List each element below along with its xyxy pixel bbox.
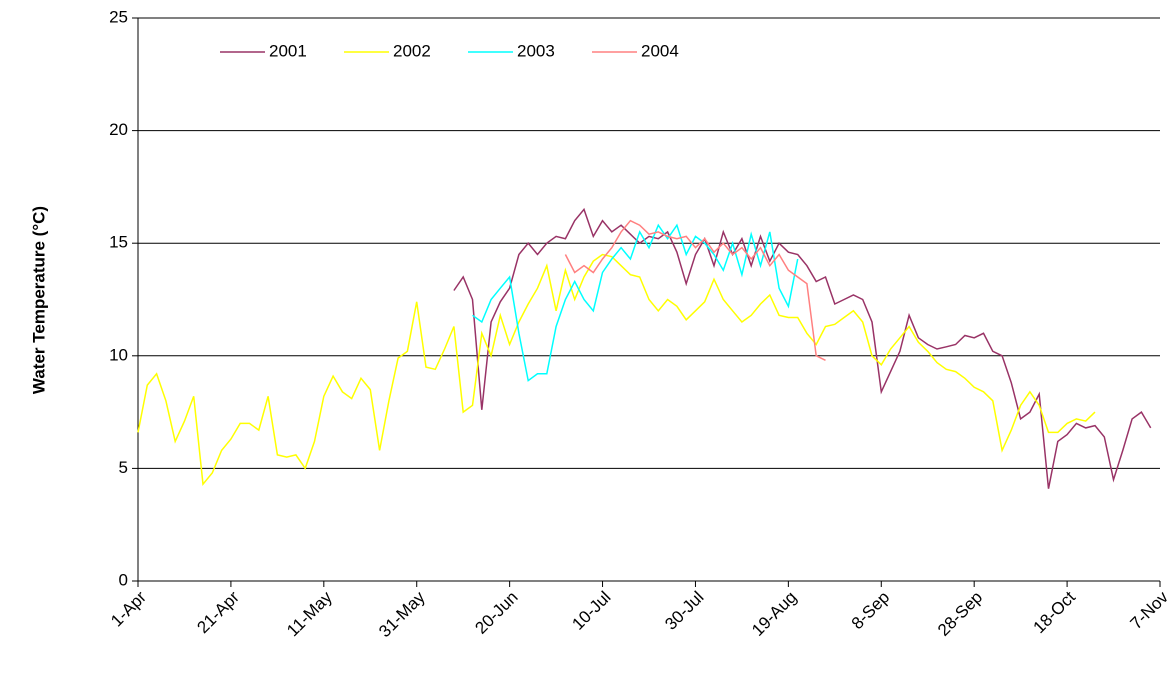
y-tick-label: 15	[109, 233, 128, 252]
x-tick-label: 28-Sep	[934, 588, 986, 640]
x-tick-label: 31-May	[375, 587, 429, 641]
series-line	[453, 207, 1152, 489]
legend-label: 2003	[517, 41, 555, 60]
legend-label: 2002	[393, 41, 431, 60]
x-tick-label: 11-May	[283, 587, 336, 640]
x-tick-label: 21-Apr	[193, 587, 243, 637]
x-tick-label: 8-Sep	[848, 588, 894, 634]
x-tick-label: 19-Aug	[748, 588, 800, 640]
y-tick-label: 10	[109, 345, 128, 364]
y-tick-label: 5	[119, 458, 128, 477]
legend-label: 2001	[269, 41, 307, 60]
series-line	[472, 223, 799, 382]
x-tick-label: 7-Nov	[1126, 587, 1172, 633]
y-tick-label: 0	[119, 570, 128, 589]
x-tick-label: 30-Jul	[661, 588, 707, 634]
x-tick-label: 18-Oct	[1030, 587, 1080, 637]
x-tick-label: 10-Jul	[568, 588, 614, 634]
series-line	[137, 253, 1096, 487]
series-line	[564, 219, 826, 361]
x-tick-label: 20-Jun	[471, 588, 521, 638]
x-tick-label: 1-Apr	[107, 587, 150, 630]
y-tick-label: 20	[109, 120, 128, 139]
y-tick-label: 25	[109, 7, 128, 26]
legend-label: 2004	[641, 41, 679, 60]
y-axis-label: Water Temperature (°C)	[29, 206, 48, 394]
